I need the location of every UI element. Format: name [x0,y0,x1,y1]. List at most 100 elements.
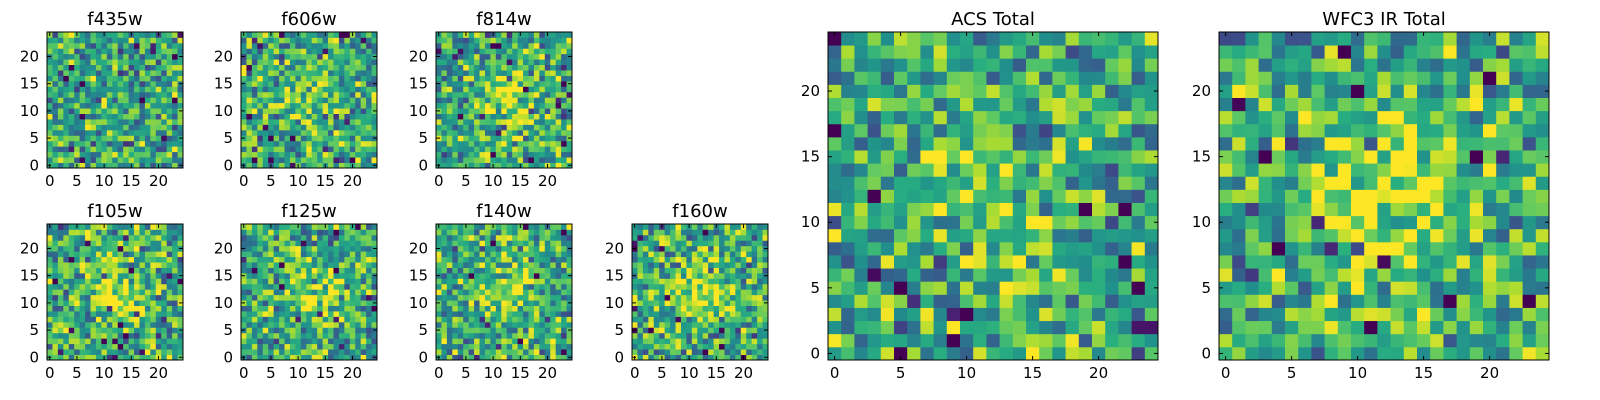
heatmap-cell [539,91,546,98]
heatmap-cell [523,245,529,252]
heatmap-cell [490,289,497,296]
heatmap-cell [150,256,157,263]
heatmap-cell [311,157,318,163]
heatmap-cell [675,354,682,361]
heatmap-cell [52,80,59,87]
heatmap-cell [539,140,546,147]
heatmap-cell [366,338,372,345]
heatmap-cell [295,64,302,71]
heatmap-cell [257,86,264,93]
heatmap-cell [973,333,987,348]
heatmap-cell [251,86,258,93]
heatmap-cell [490,108,497,114]
heatmap-cell [366,283,372,290]
heatmap-cell [474,240,480,247]
heatmap-cell [1052,241,1066,256]
heatmap-cell [528,135,535,142]
heatmap-cell [523,162,529,169]
heatmap-cell [268,245,275,252]
heatmap-cell [273,251,280,258]
heatmap-cell [101,321,108,328]
heatmap-cell [452,32,459,38]
heatmap-cell [490,343,497,350]
heatmap-cell [512,224,518,230]
heatmap-cell [155,349,162,355]
y-tick-label: 15 [605,267,624,285]
heatmap-cell [284,59,291,66]
heatmap-cell [95,146,102,153]
heatmap-cell [894,281,908,295]
heatmap-cell [300,91,307,98]
heatmap-cell [686,300,693,306]
heatmap-cell [344,343,351,350]
heatmap-cell [123,42,129,49]
heatmap-cell [544,327,551,334]
heatmap-cell [512,135,518,142]
heatmap-cell [166,349,173,355]
heatmap-cell [172,64,178,71]
heatmap-cell [512,267,518,274]
heatmap-cell [161,343,168,350]
heatmap-cell [328,97,334,104]
heatmap-cell [490,124,497,131]
heatmap-cell [139,91,146,98]
heatmap-cell [284,234,291,241]
heatmap-cell [338,267,345,274]
heatmap-cell [999,163,1014,177]
heatmap-cell [512,338,518,345]
heatmap-cell [177,113,184,120]
heatmap-cell [495,119,502,125]
heatmap-cell [468,256,475,263]
heatmap-cell [85,283,91,290]
heatmap-cell [317,343,323,350]
heatmap-cell [150,251,157,258]
heatmap-cell [257,129,264,136]
heatmap-cell [637,305,644,312]
heatmap-cell [47,97,53,104]
heatmap-cell [366,135,372,142]
heatmap-cell [539,316,546,323]
heatmap-cell [474,37,480,44]
heatmap-cell [751,234,758,241]
heatmap-cell [468,332,475,339]
heatmap-cell [517,86,524,93]
heatmap-cell [523,32,529,38]
heatmap-cell [166,327,173,334]
heatmap-cell [79,289,86,296]
y-tick-label: 10 [20,102,39,120]
heatmap-cell [539,146,546,153]
heatmap-cell [284,332,291,339]
heatmap-cell [1092,281,1106,295]
heatmap-cell [659,272,666,279]
heatmap-cell [273,102,280,109]
heatmap-cell [506,338,513,345]
heatmap-cell [112,251,119,258]
heatmap-cell [52,75,59,82]
heatmap-cell [512,343,518,350]
heatmap-cell [724,278,731,285]
heatmap-cell [550,37,557,44]
heatmap-cell [642,349,649,355]
heatmap-cell [544,53,551,60]
heatmap-cell [150,289,157,296]
heatmap-cell [246,321,253,328]
heatmap-cell [246,75,253,82]
heatmap-cell [664,234,671,241]
heatmap-cell [251,311,258,317]
heatmap-cell [273,332,280,339]
heatmap-cell [74,283,81,290]
heatmap-cell [740,289,747,296]
heatmap-cell [746,316,753,323]
heatmap-cell [490,75,497,82]
heatmap-cell [555,97,562,104]
heatmap-cell [134,256,140,263]
heatmap-cell [344,262,351,268]
heatmap-cell [986,150,1000,164]
heatmap-cell [550,311,557,317]
heatmap-cell [697,321,704,328]
heatmap-cell [177,119,184,125]
heatmap-cell [166,64,173,71]
heatmap-cell [740,343,747,350]
heatmap-cell [177,64,184,71]
heatmap-cell [155,256,162,263]
